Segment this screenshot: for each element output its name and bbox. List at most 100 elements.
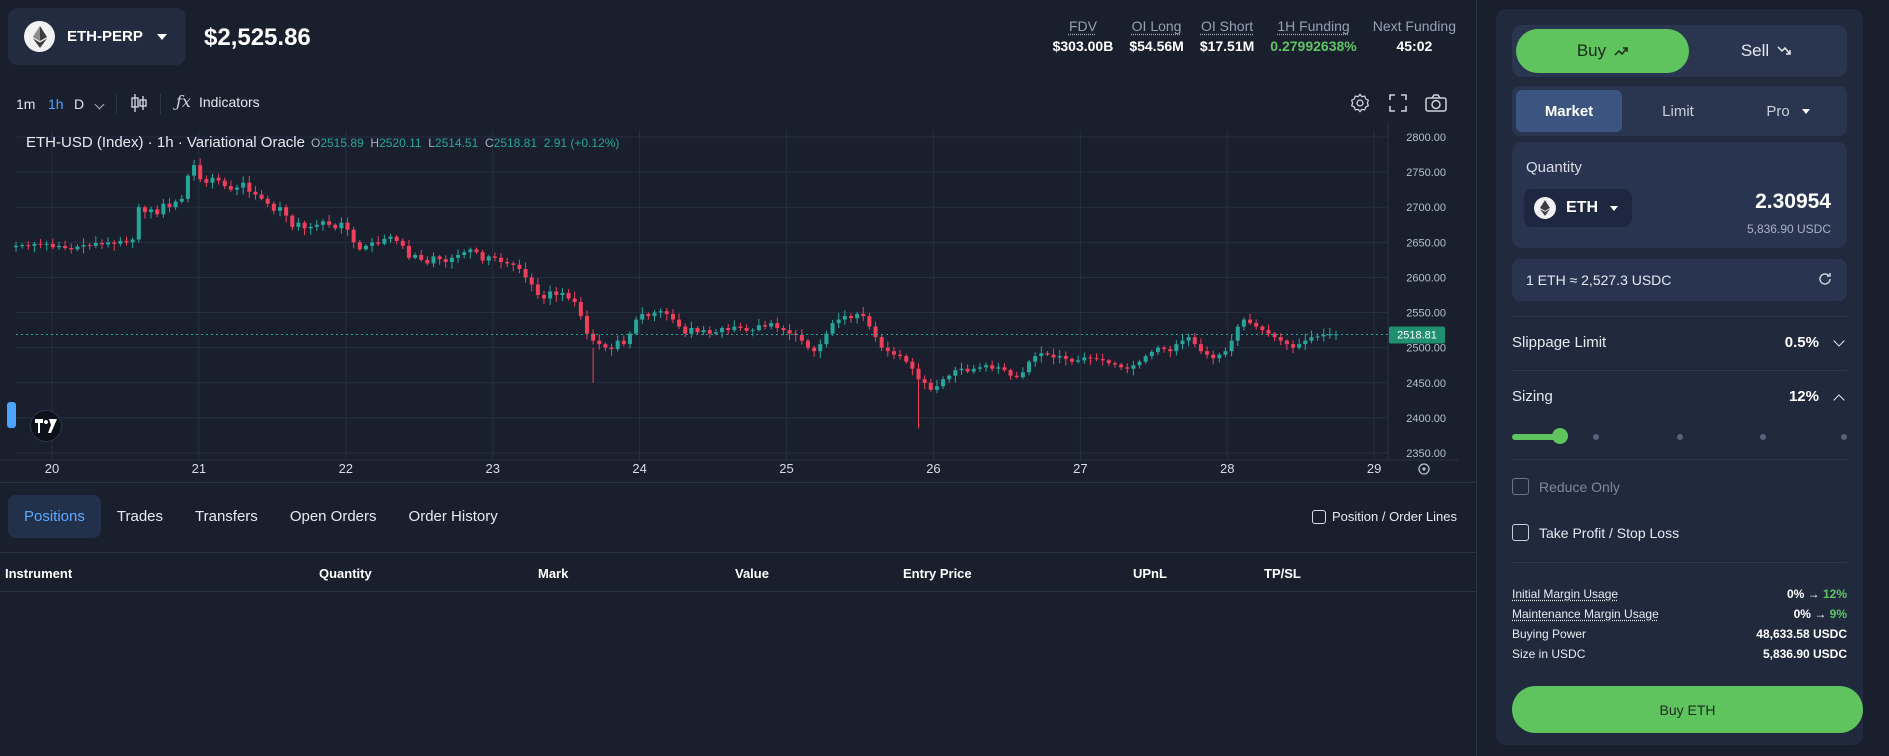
column-header-instrument[interactable]: Instrument xyxy=(5,566,73,581)
candle-body xyxy=(566,292,571,299)
candle-body xyxy=(910,361,915,369)
candle-body xyxy=(928,382,933,390)
candle-body xyxy=(1186,337,1191,341)
slider-knob[interactable] xyxy=(1552,428,1569,444)
candle-body xyxy=(578,302,583,317)
camera-icon[interactable] xyxy=(1424,92,1448,117)
tab-open-orders[interactable]: Open Orders xyxy=(289,508,377,525)
candle-body xyxy=(1278,337,1283,341)
candle-body xyxy=(192,165,197,176)
sizing-label: Sizing xyxy=(1512,388,1553,405)
tpsl-toggle[interactable]: Take Profit / Stop Loss xyxy=(1512,524,1679,541)
timeframe-1m[interactable]: 1m xyxy=(16,96,36,112)
tradingview-logo-icon[interactable] xyxy=(30,410,62,442)
slider-tick[interactable] xyxy=(1841,434,1847,440)
candle-body xyxy=(20,245,25,247)
column-header-tp-sl[interactable]: TP/SL xyxy=(1264,566,1301,581)
y-tick-label: 2750.00 xyxy=(1406,167,1446,179)
y-tick-label: 2550.00 xyxy=(1406,308,1446,320)
tab-transfers[interactable]: Transfers xyxy=(195,508,258,525)
candle-body xyxy=(971,368,976,372)
quantity-label: Quantity xyxy=(1526,159,1582,176)
candle-body xyxy=(1076,360,1081,362)
position-lines-checkbox[interactable] xyxy=(1311,509,1326,524)
market-selector[interactable]: ETH-PERP xyxy=(8,8,186,65)
candle-body xyxy=(1272,333,1277,338)
candle-body xyxy=(529,277,534,285)
candle-body xyxy=(695,328,700,333)
y-tick-label: 2450.00 xyxy=(1406,378,1446,390)
slider-tick[interactable] xyxy=(1760,434,1767,440)
candle-body xyxy=(284,207,289,216)
slider-tick[interactable] xyxy=(1592,434,1599,440)
buy-tab[interactable]: Buy xyxy=(1516,29,1689,73)
tpsl-checkbox[interactable] xyxy=(1512,524,1529,541)
order-type-toggle: Market Limit Pro xyxy=(1512,86,1847,136)
column-header-quantity[interactable]: Quantity xyxy=(319,566,372,581)
refresh-icon[interactable] xyxy=(1817,271,1833,292)
column-header-upnl[interactable]: UPnL xyxy=(1133,566,1167,581)
candle-body xyxy=(474,249,479,253)
divider xyxy=(1512,459,1847,460)
candle-body xyxy=(1100,358,1105,361)
candle-body xyxy=(32,243,37,246)
x-tick-label: 21 xyxy=(192,461,206,476)
candle-body xyxy=(1137,361,1142,366)
tpsl-label: Take Profit / Stop Loss xyxy=(1539,524,1680,541)
candle-body xyxy=(357,242,362,250)
candle-body xyxy=(990,365,995,369)
timeframe-d[interactable]: D xyxy=(74,96,85,112)
slider-tick[interactable] xyxy=(1676,434,1683,440)
column-header-entry-price[interactable]: Entry Price xyxy=(903,566,972,581)
column-header-value[interactable]: Value xyxy=(735,566,769,581)
candle-body xyxy=(462,252,467,255)
order-type-pro[interactable]: Pro xyxy=(1734,90,1842,132)
sizing-slider[interactable] xyxy=(1512,428,1847,446)
candle-style-icon[interactable] xyxy=(130,92,148,117)
gear-icon[interactable] xyxy=(1349,92,1371,117)
quantity-input[interactable] xyxy=(1651,190,1831,214)
fullscreen-icon[interactable] xyxy=(1388,92,1408,117)
chevron-down-icon[interactable] xyxy=(1833,335,1845,347)
reduce-only-toggle[interactable]: Reduce Only xyxy=(1512,478,1620,495)
candle-body xyxy=(1174,344,1179,352)
column-header-mark[interactable]: Mark xyxy=(538,566,569,581)
indicators-button[interactable]: ƒx Indicators xyxy=(176,92,260,111)
price-chart[interactable]: 2350.00 2400.00 2450.00 2500.00 2550.00 2600.… xyxy=(0,122,1458,480)
timeframe-1h[interactable]: 1h xyxy=(48,96,64,112)
stat-label: OI Long xyxy=(1131,18,1182,34)
buying-power-label: Buying Power xyxy=(1512,627,1587,641)
candle-body xyxy=(670,313,675,320)
reduce-only-label: Reduce Only xyxy=(1539,478,1620,495)
candle-body xyxy=(621,340,626,345)
ohlc-readout: O2515.89 H2520.11 L2514.51 C2518.81 2.91… xyxy=(310,136,620,150)
order-type-market[interactable]: Market xyxy=(1516,90,1622,132)
tab-trades[interactable]: Trades xyxy=(116,508,164,525)
stat-label: Next Funding xyxy=(1372,18,1456,34)
candle-body xyxy=(406,245,411,258)
asset-selector[interactable]: ETH xyxy=(1524,189,1632,227)
timeframe-dropdown-icon[interactable] xyxy=(94,99,105,110)
candle-body xyxy=(118,240,123,244)
stat-value: $303.00B xyxy=(1052,38,1114,54)
candle-body xyxy=(1051,354,1056,358)
sell-tab[interactable]: Sell xyxy=(1689,29,1843,73)
candle-body xyxy=(879,337,884,348)
reduce-only-checkbox[interactable] xyxy=(1512,478,1529,495)
candle-body xyxy=(885,347,890,352)
drawing-toolbar-toggle[interactable] xyxy=(7,402,16,428)
candle-body xyxy=(830,323,835,334)
divider xyxy=(1512,316,1847,317)
tab-positions[interactable]: Positions xyxy=(8,495,101,538)
candle-body xyxy=(259,194,264,199)
buy-eth-button[interactable]: Buy ETH xyxy=(1512,686,1863,733)
tab-order-history[interactable]: Order History xyxy=(408,508,498,525)
candle-body xyxy=(769,323,774,327)
candle-body xyxy=(50,243,55,248)
candle-body xyxy=(400,240,405,246)
chevron-up-icon[interactable] xyxy=(1833,394,1845,406)
order-type-limit[interactable]: Limit xyxy=(1662,102,1694,120)
position-order-lines-toggle[interactable]: Position / Order Lines xyxy=(1311,509,1457,524)
candle-body xyxy=(56,245,61,248)
candle-body xyxy=(542,295,546,299)
